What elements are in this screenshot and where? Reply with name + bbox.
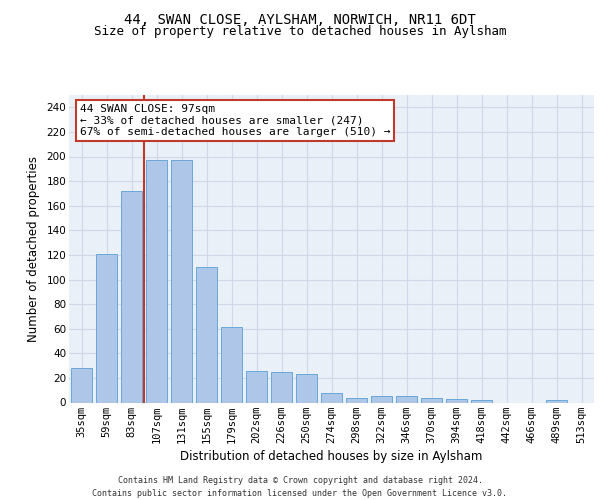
Y-axis label: Number of detached properties: Number of detached properties <box>26 156 40 342</box>
Bar <box>221 328 242 402</box>
Text: Size of property relative to detached houses in Aylsham: Size of property relative to detached ho… <box>94 25 506 38</box>
Bar <box>271 372 292 402</box>
Bar <box>246 370 267 402</box>
Bar <box>196 267 217 402</box>
Bar <box>346 398 367 402</box>
Bar <box>96 254 117 402</box>
Bar <box>321 392 342 402</box>
Bar <box>146 160 167 402</box>
X-axis label: Distribution of detached houses by size in Aylsham: Distribution of detached houses by size … <box>181 450 482 462</box>
Bar <box>371 396 392 402</box>
Bar <box>446 399 467 402</box>
Bar <box>421 398 442 402</box>
Bar <box>171 160 192 402</box>
Bar <box>121 191 142 402</box>
Text: 44 SWAN CLOSE: 97sqm
← 33% of detached houses are smaller (247)
67% of semi-deta: 44 SWAN CLOSE: 97sqm ← 33% of detached h… <box>79 104 390 138</box>
Bar <box>546 400 567 402</box>
Bar <box>296 374 317 402</box>
Bar <box>471 400 492 402</box>
Text: 44, SWAN CLOSE, AYLSHAM, NORWICH, NR11 6DT: 44, SWAN CLOSE, AYLSHAM, NORWICH, NR11 6… <box>124 12 476 26</box>
Text: Contains HM Land Registry data © Crown copyright and database right 2024.
Contai: Contains HM Land Registry data © Crown c… <box>92 476 508 498</box>
Bar <box>71 368 92 402</box>
Bar <box>396 396 417 402</box>
